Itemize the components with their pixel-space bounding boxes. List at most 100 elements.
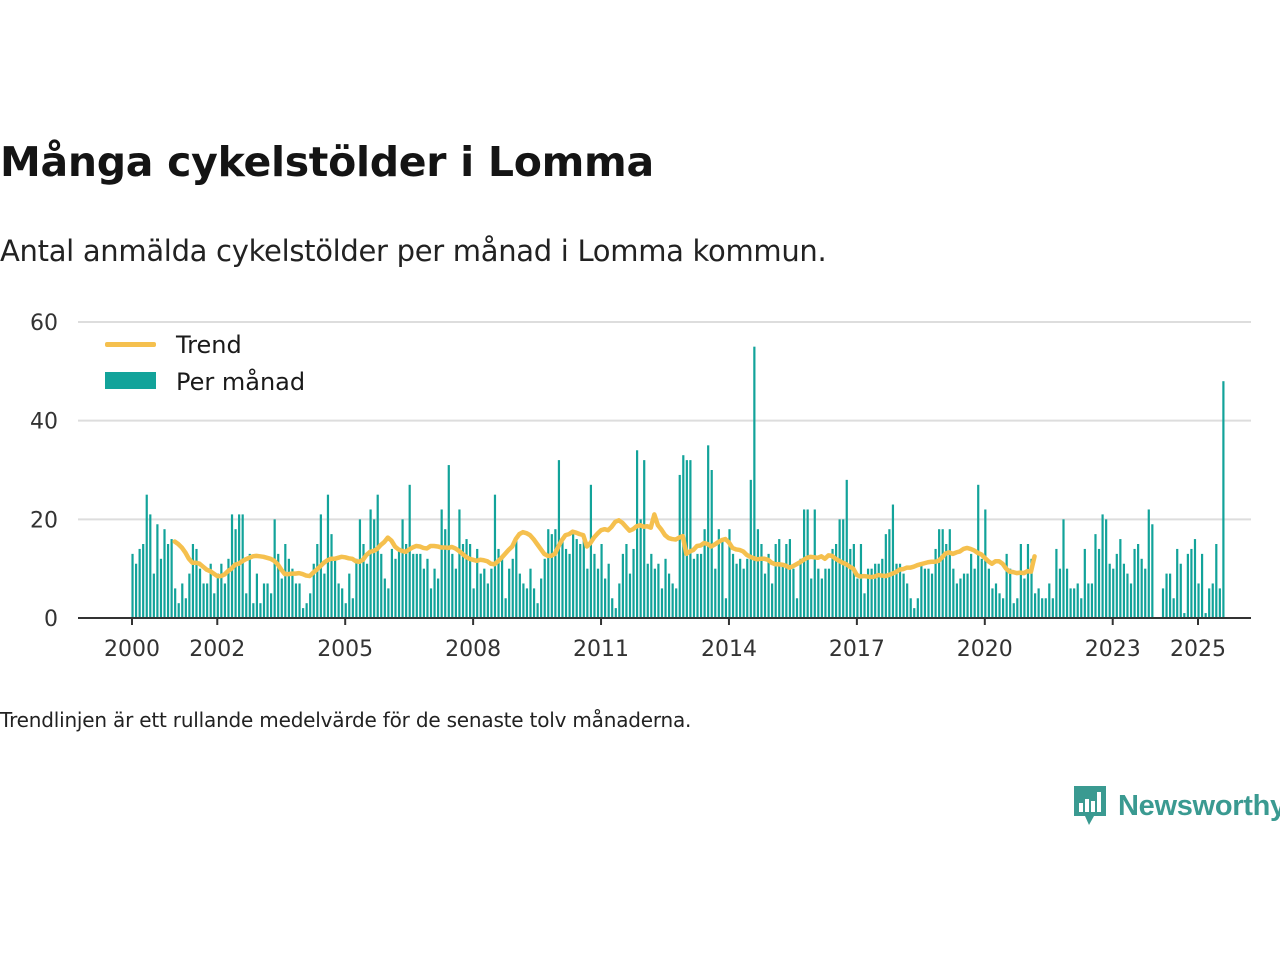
bar — [1200, 553, 1204, 618]
bar — [181, 583, 184, 618]
bar — [191, 544, 195, 618]
bar — [454, 568, 457, 618]
bar — [1080, 598, 1083, 618]
bar — [685, 460, 688, 618]
bar — [234, 529, 237, 618]
bar — [312, 563, 315, 618]
bar — [1044, 598, 1047, 618]
bar — [699, 553, 703, 618]
bar — [966, 573, 969, 618]
bar — [763, 573, 767, 618]
bar — [486, 583, 489, 618]
bar — [1193, 539, 1197, 618]
bar — [1122, 563, 1126, 618]
bar — [795, 598, 799, 618]
footnote: Trendlinjen är ett rullande medelvärde f… — [0, 708, 692, 732]
bar — [138, 548, 141, 618]
bar — [1073, 588, 1076, 618]
bar — [184, 598, 187, 618]
bar — [373, 519, 376, 618]
bar — [1055, 548, 1058, 618]
bar — [238, 514, 241, 618]
bar — [930, 573, 934, 618]
bar — [994, 583, 998, 618]
bar — [1083, 548, 1086, 618]
bar — [891, 504, 895, 618]
bar — [508, 568, 511, 618]
bar — [1172, 598, 1175, 618]
bar — [1165, 573, 1168, 618]
bar — [906, 583, 909, 618]
legend: Trend Per månad — [105, 331, 305, 396]
bar — [444, 529, 447, 618]
bar — [465, 539, 468, 618]
bar — [515, 539, 518, 618]
bar — [170, 539, 173, 618]
bar — [422, 568, 425, 618]
bar — [380, 553, 383, 618]
bar — [852, 544, 855, 618]
bar — [611, 598, 614, 618]
x-tick-label: 2023 — [1085, 637, 1141, 662]
bar — [1023, 578, 1026, 618]
bar — [739, 558, 742, 618]
bar — [1126, 573, 1129, 618]
bar — [973, 568, 976, 618]
bar — [898, 563, 902, 618]
bar — [760, 544, 763, 618]
bar — [497, 548, 500, 618]
bar — [216, 573, 219, 618]
bar — [433, 568, 436, 618]
bar — [440, 509, 443, 618]
bar — [294, 583, 298, 618]
bar — [1133, 548, 1136, 618]
bar — [451, 553, 454, 618]
bar — [266, 583, 269, 618]
bar — [1190, 548, 1193, 618]
bar — [245, 593, 248, 618]
bar — [209, 563, 212, 618]
bar — [984, 509, 987, 618]
x-tick-label: 2020 — [957, 637, 1013, 662]
newsworthy-logo[interactable]: Newsworthy — [1072, 783, 1280, 829]
bar — [547, 529, 550, 618]
bar — [348, 573, 351, 618]
bar — [646, 563, 649, 618]
bar — [376, 494, 379, 618]
bar — [781, 563, 784, 618]
bar — [206, 583, 209, 618]
bar — [746, 558, 749, 618]
bar — [1144, 568, 1147, 618]
bar — [511, 558, 514, 618]
bar — [1033, 593, 1037, 618]
bar — [952, 568, 955, 618]
bar — [724, 598, 728, 618]
bar — [728, 529, 731, 618]
bar — [301, 608, 305, 618]
bar — [707, 445, 710, 618]
bar — [866, 568, 870, 618]
bar — [1019, 544, 1022, 618]
bar — [582, 539, 585, 618]
bar — [1041, 598, 1044, 618]
bar — [820, 578, 823, 618]
bar — [333, 558, 337, 618]
bar — [490, 568, 493, 618]
bar — [1140, 558, 1143, 618]
bar — [675, 588, 678, 618]
bar — [1151, 524, 1154, 618]
bar — [643, 460, 646, 618]
bar — [714, 568, 717, 618]
bar — [849, 548, 852, 618]
bar — [803, 509, 806, 618]
bar — [166, 544, 170, 618]
bar — [938, 529, 941, 618]
bar — [1097, 548, 1101, 618]
bar — [479, 573, 482, 618]
bar — [195, 548, 198, 618]
bar — [1090, 583, 1094, 618]
bar — [369, 509, 372, 618]
bar — [259, 603, 262, 618]
bar — [145, 494, 148, 618]
bar — [778, 539, 781, 618]
